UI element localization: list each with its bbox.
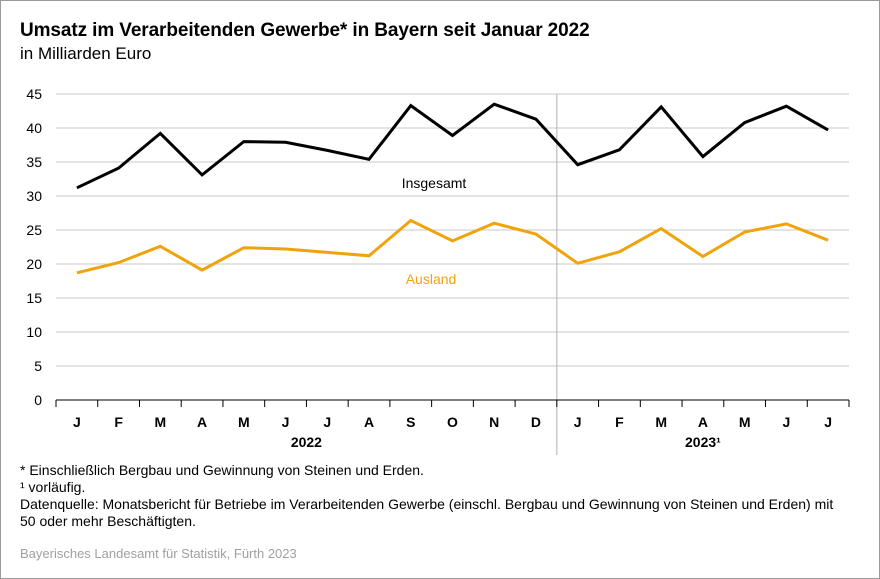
chart-title: Umsatz im Verarbeitenden Gewerbe* in Bay… — [20, 20, 590, 41]
x-tick-label-5: J — [282, 414, 290, 430]
x-tick-label-14: M — [655, 414, 667, 430]
x-tick-label-17: J — [782, 414, 790, 430]
x-tick-label-2: M — [155, 414, 167, 430]
x-tick-label-7: A — [364, 414, 374, 430]
x-tick-label-13: F — [615, 414, 624, 430]
y-tick-label-25: 25 — [26, 222, 42, 238]
x-tick-label-11: D — [531, 414, 541, 430]
x-tick-label-15: A — [698, 414, 708, 430]
series-line-ausland — [76, 218, 829, 275]
chart-subtitle: in Milliarden Euro — [20, 44, 152, 63]
y-tick-label-35: 35 — [26, 154, 42, 170]
y-tick-label-45: 45 — [26, 86, 42, 102]
y-tick-label-0: 0 — [34, 392, 42, 408]
x-tick-label-6: J — [323, 414, 331, 430]
footnote-data-source: Datenquelle: Monatsbericht für Betriebe … — [20, 496, 834, 529]
y-tick-label-20: 20 — [26, 256, 42, 272]
series-label-ausland: Ausland — [406, 271, 457, 287]
y-tick-label-30: 30 — [26, 188, 42, 204]
x-tick-label-0: J — [73, 414, 81, 430]
x-tick-label-18: J — [824, 414, 832, 430]
x-tick-label-4: M — [238, 414, 250, 430]
y-tick-label-15: 15 — [26, 290, 42, 306]
x-tick-label-8: S — [406, 414, 415, 430]
x-tick-label-3: A — [197, 414, 207, 430]
year-label-0: 2022 — [291, 434, 322, 450]
x-tick-label-12: J — [574, 414, 582, 430]
footnote-provisional: ¹ vorläufig. — [20, 479, 86, 495]
series-line-insgesamt — [76, 102, 829, 190]
year-label-1: 2023¹ — [685, 434, 721, 450]
x-tick-label-9: O — [447, 414, 458, 430]
y-tick-label-40: 40 — [26, 120, 42, 136]
x-tick-label-16: M — [739, 414, 751, 430]
footnotes: * Einschließlich Bergbau und Gewinnung v… — [20, 462, 850, 530]
series-label-insgesamt: Insgesamt — [402, 175, 467, 191]
y-tick-label-5: 5 — [34, 358, 42, 374]
x-tick-label-1: F — [114, 414, 123, 430]
publisher-credit: Bayerisches Landesamt für Statistik, Für… — [20, 546, 297, 561]
footnote-asterisk: * Einschließlich Bergbau und Gewinnung v… — [20, 462, 424, 478]
y-tick-label-10: 10 — [26, 324, 42, 340]
x-tick-label-10: N — [489, 414, 499, 430]
